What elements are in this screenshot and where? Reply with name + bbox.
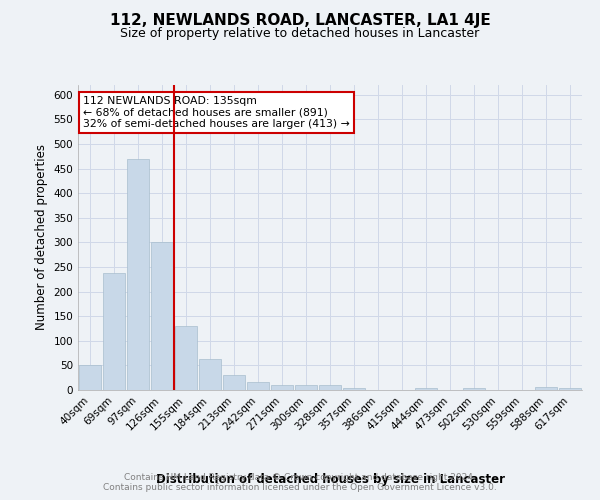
Y-axis label: Number of detached properties: Number of detached properties bbox=[35, 144, 48, 330]
Bar bbox=[415, 388, 437, 390]
Bar bbox=[247, 382, 269, 390]
Bar bbox=[127, 159, 149, 390]
Text: 112 NEWLANDS ROAD: 135sqm
← 68% of detached houses are smaller (891)
32% of semi: 112 NEWLANDS ROAD: 135sqm ← 68% of detac… bbox=[83, 96, 350, 129]
Bar bbox=[343, 388, 365, 390]
Bar bbox=[175, 326, 197, 390]
Bar bbox=[223, 375, 245, 390]
Bar bbox=[79, 366, 101, 390]
Bar bbox=[463, 388, 485, 390]
Text: Distribution of detached houses by size in Lancaster: Distribution of detached houses by size … bbox=[155, 472, 505, 486]
Bar bbox=[295, 385, 317, 390]
Text: 112, NEWLANDS ROAD, LANCASTER, LA1 4JE: 112, NEWLANDS ROAD, LANCASTER, LA1 4JE bbox=[110, 12, 490, 28]
Bar bbox=[559, 388, 581, 390]
Bar bbox=[103, 274, 125, 390]
Bar bbox=[535, 386, 557, 390]
Text: Contains HM Land Registry data © Crown copyright and database right 2024.
Contai: Contains HM Land Registry data © Crown c… bbox=[103, 473, 497, 492]
Text: Size of property relative to detached houses in Lancaster: Size of property relative to detached ho… bbox=[121, 28, 479, 40]
Bar bbox=[151, 242, 173, 390]
Bar bbox=[199, 359, 221, 390]
Bar bbox=[271, 385, 293, 390]
Bar bbox=[319, 385, 341, 390]
